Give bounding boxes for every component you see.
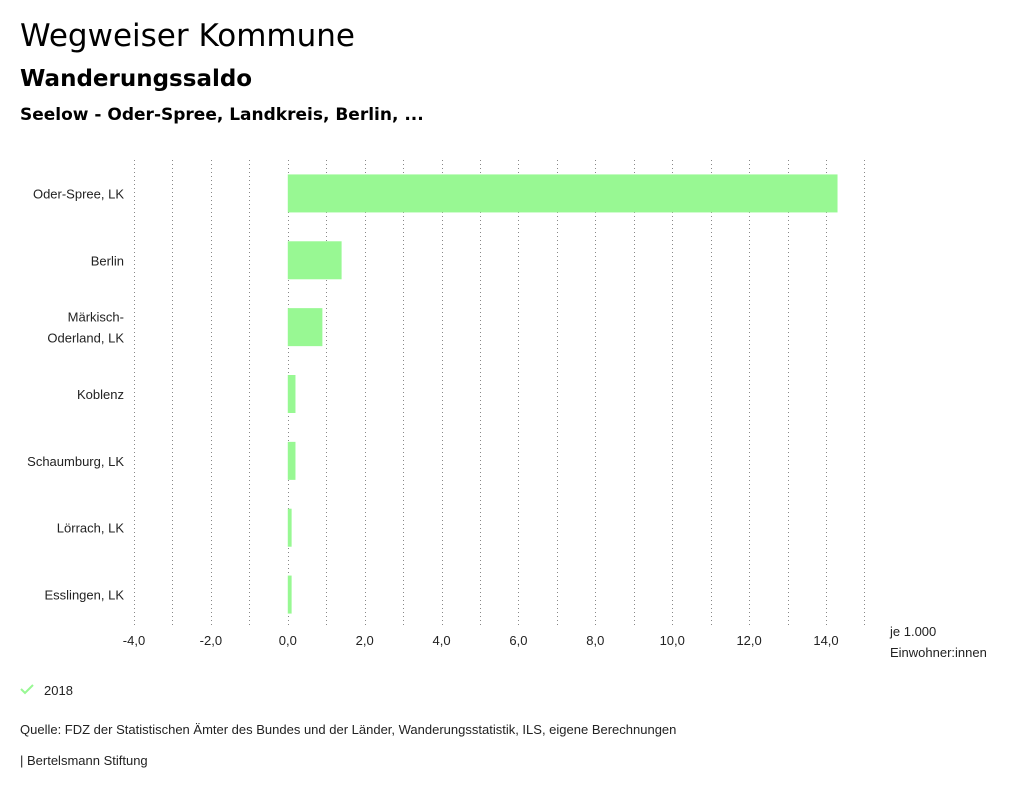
x-tick-label: 8,0 <box>586 633 604 648</box>
x-axis-unit-line-1: je 1.000 <box>890 624 937 639</box>
bar-0[interactable] <box>287 174 838 213</box>
category-label: Esslingen, LK <box>45 588 125 603</box>
bar-6[interactable] <box>287 575 292 614</box>
x-tick-label: 14,0 <box>813 633 838 648</box>
bar-chart: Oder-Spree, LK Berlin Märkisch-Oderland, L… <box>27 160 865 648</box>
x-tick-label: -4,0 <box>123 633 145 648</box>
chart-title: Wegweiser Kommune <box>20 18 355 54</box>
source-note: Quelle: FDZ der Statistischen Ämter des … <box>20 722 677 737</box>
tick-labels: -4,0 -2,0 0,0 2,0 4,0 6,0 8,0 10,0 12,0 14,0 <box>123 633 839 648</box>
bar-4[interactable] <box>287 441 296 480</box>
x-tick-label: -2,0 <box>200 633 222 648</box>
category-label: Koblenz <box>77 387 124 402</box>
x-tick-label: 2,0 <box>356 633 374 648</box>
x-tick-label: 12,0 <box>736 633 761 648</box>
legend[interactable]: 2018 <box>20 683 73 698</box>
category-label: Märkisch-Oderland, LK <box>47 310 124 346</box>
bar-1[interactable] <box>287 241 342 280</box>
bar-2[interactable] <box>287 308 323 347</box>
grid-lines <box>134 160 865 628</box>
bars <box>287 174 838 614</box>
x-tick-label: 0,0 <box>279 633 297 648</box>
x-tick-label: 10,0 <box>660 633 685 648</box>
x-axis-unit-label: je 1.000 Einwohner:innen <box>890 621 1010 663</box>
check-icon[interactable] <box>20 683 44 698</box>
region-selection: Seelow - Oder-Spree, Landkreis, Berlin, … <box>20 105 424 125</box>
x-axis-unit-line-2: Einwohner:innen <box>890 645 987 660</box>
category-label: Lörrach, LK <box>57 521 125 536</box>
chart-subtitle: Wanderungssaldo <box>20 66 253 92</box>
category-label: Oder-Spree, LK <box>33 186 124 201</box>
category-label: Schaumburg, LK <box>27 454 124 469</box>
bar-3[interactable] <box>287 375 296 413</box>
x-tick-label: 4,0 <box>433 633 451 648</box>
publisher-note: | Bertelsmann Stiftung <box>20 753 148 768</box>
bar-5[interactable] <box>287 508 292 547</box>
category-labels: Oder-Spree, LK Berlin Märkisch-Oderland, L… <box>27 186 124 602</box>
category-label: Berlin <box>91 253 124 268</box>
x-tick-label: 6,0 <box>509 633 527 648</box>
legend-label-2018: 2018 <box>44 683 73 698</box>
